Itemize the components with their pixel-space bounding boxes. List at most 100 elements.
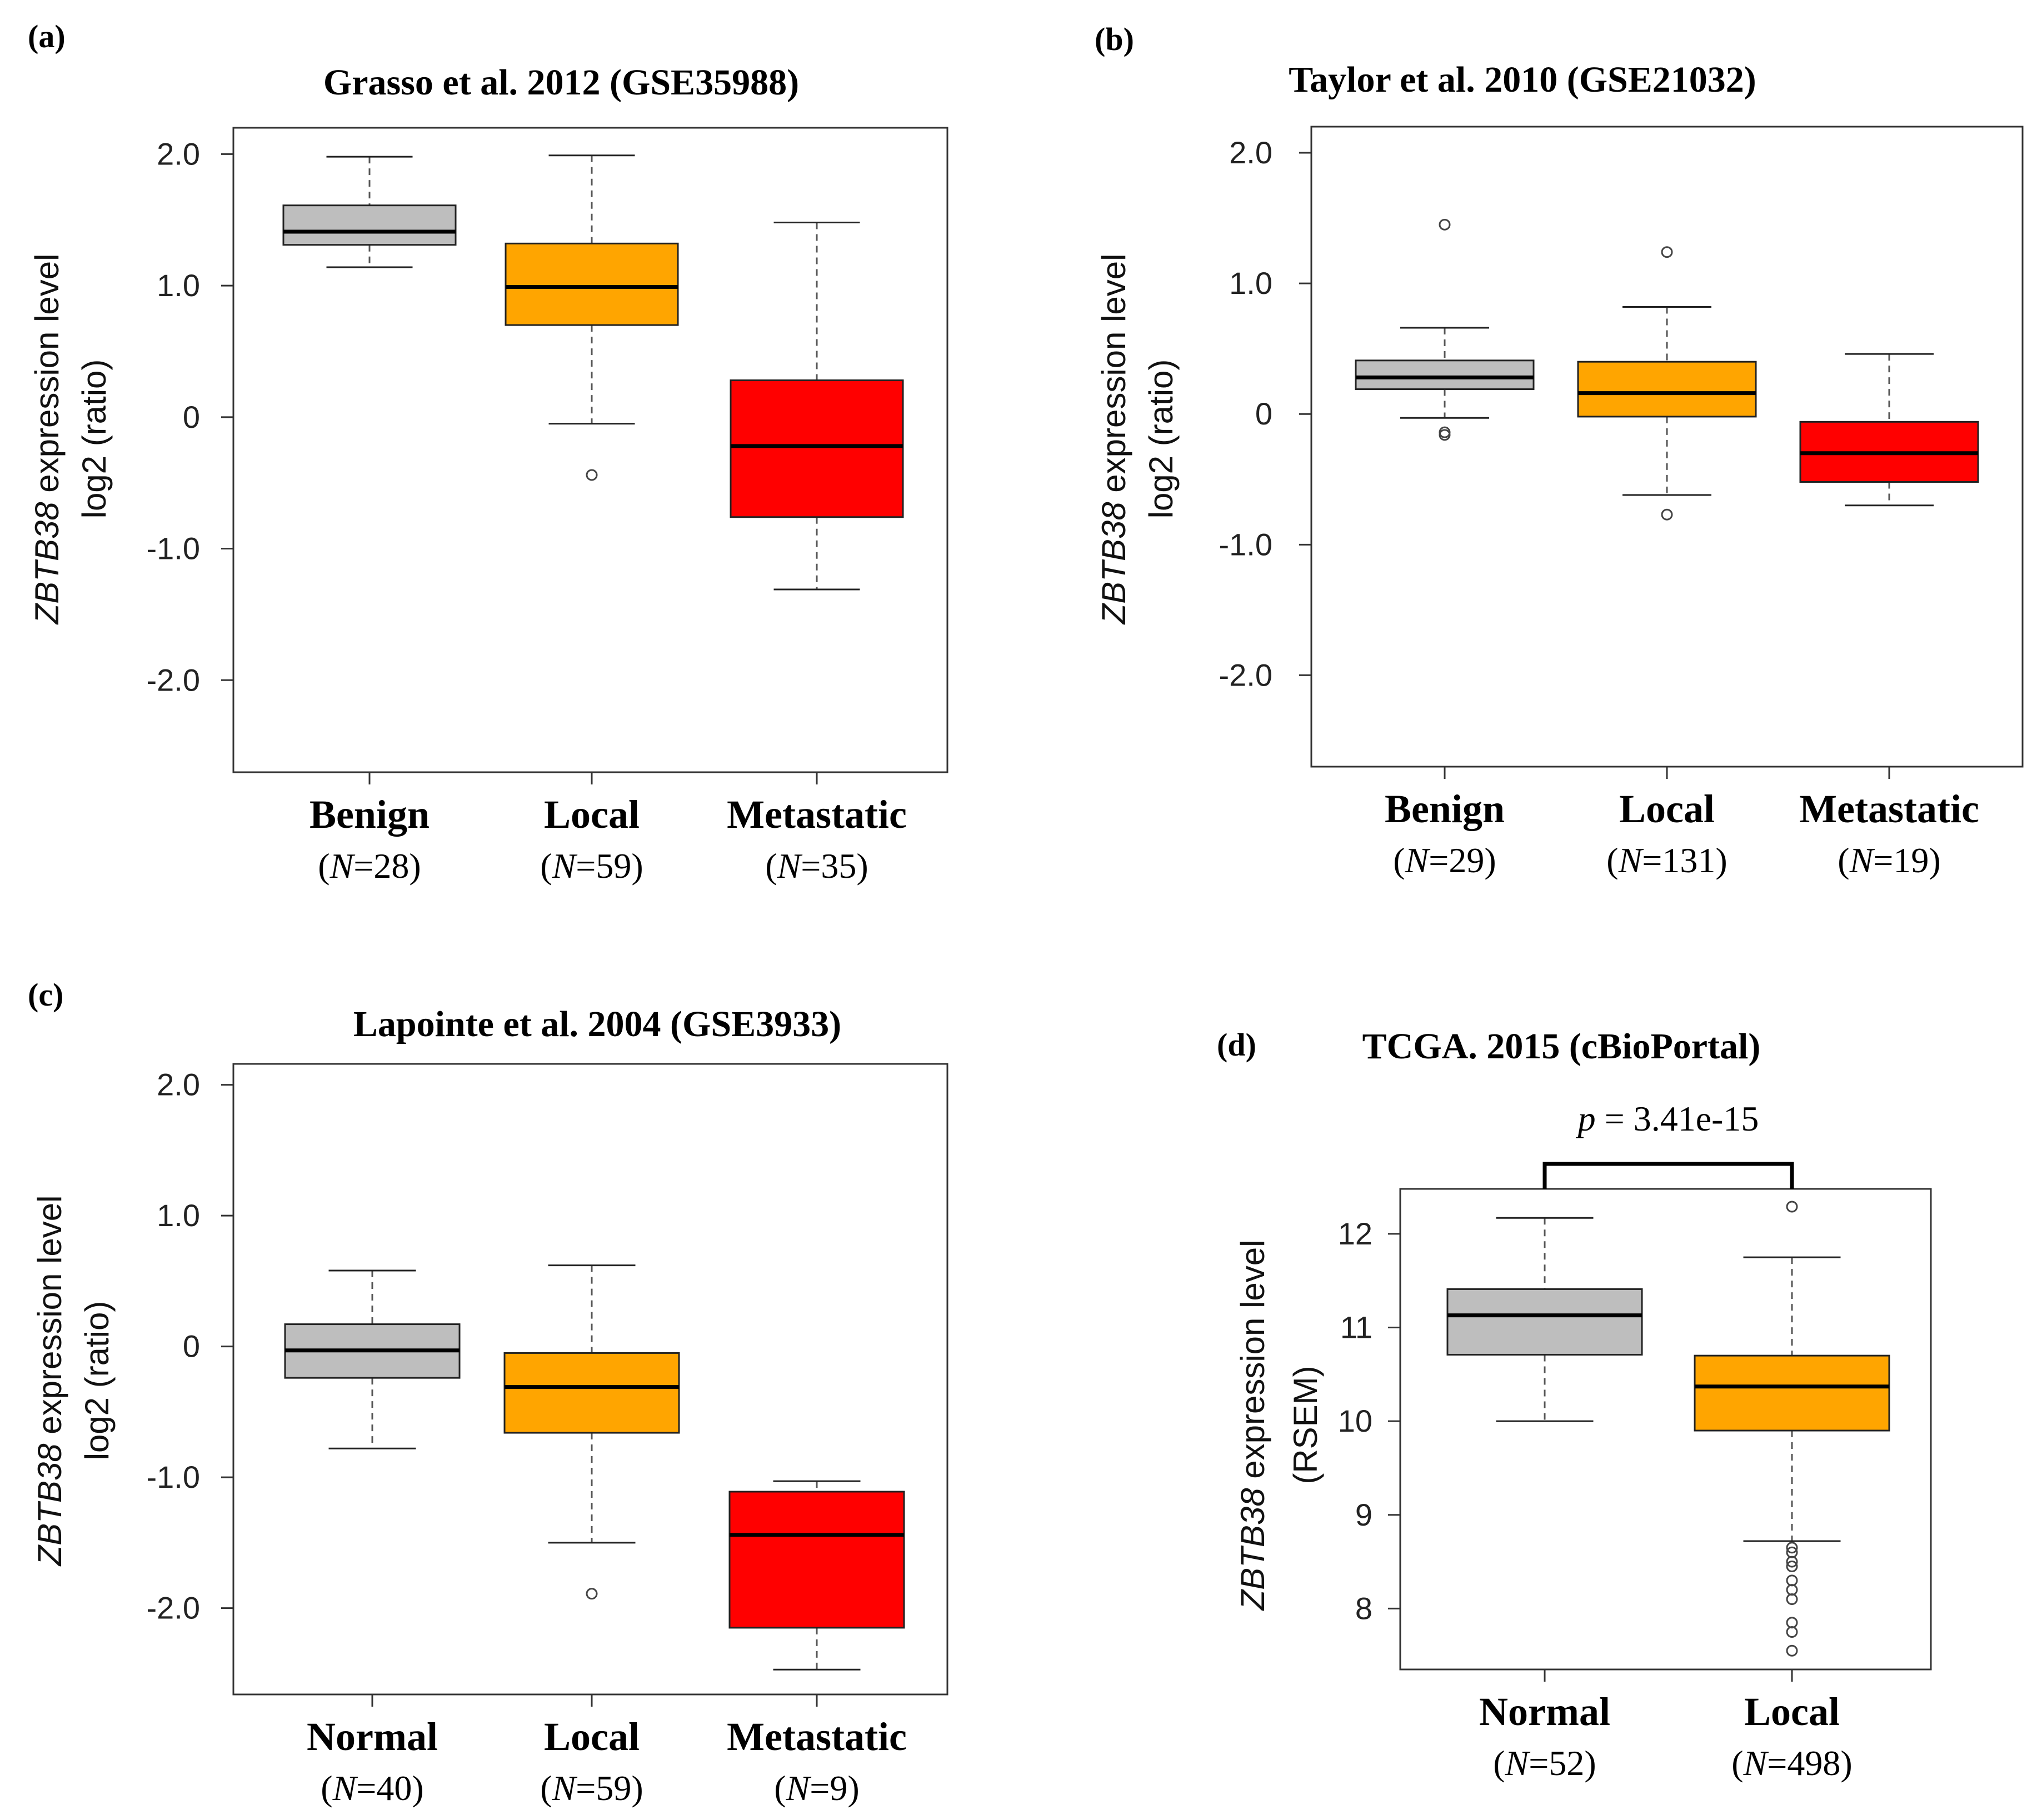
chart-panel-a: (a) Grasso et al. 2012 (GSE35988) 2.0 1.0 0 -… [28, 18, 948, 886]
outlier-point [1661, 246, 1673, 258]
panel-label-c: (c) [28, 977, 63, 1013]
plot-frame-a [232, 127, 948, 773]
box-local [1694, 1354, 1890, 1432]
paren-open: ( [540, 846, 552, 886]
paren-close: ) [1929, 841, 1940, 880]
box-local [1577, 361, 1757, 418]
plot-frame-d [1399, 1188, 1932, 1671]
y-tick-label: -1.0 [147, 1459, 201, 1494]
x-category-label: Normal [1479, 1689, 1610, 1734]
y-tick-label: -2.0 [147, 1591, 201, 1626]
y-axis-sublabel-c: log2 (ratio) [78, 1301, 116, 1461]
box-group-benign: Benign (N=29) [1355, 218, 1535, 880]
y-tick-label: 12 [1338, 1216, 1372, 1251]
outlier-point [1786, 1561, 1798, 1573]
y-axis-space [28, 493, 66, 502]
y-axis-space [1234, 1479, 1271, 1488]
paren-open: ( [321, 1768, 332, 1808]
y-tick-label: 10 [1338, 1403, 1372, 1438]
y-axis-title: ZBTB38 expression level [1095, 254, 1132, 626]
n-value: =19 [1873, 841, 1929, 880]
sample-size-label: (N=59) [540, 846, 643, 886]
paren-close: ) [1715, 841, 1727, 880]
y-axis-measure: expression level [1234, 1240, 1271, 1479]
outlier-point [1786, 1556, 1798, 1568]
paren-close: ) [1840, 1743, 1852, 1783]
box-group-local: Local(N=498) [1694, 1201, 1890, 1783]
y-tick-label: 2.0 [157, 1067, 200, 1102]
chart-title-b: Taylor et al. 2010 (GSE21032) [1289, 59, 1756, 100]
y-tick-label: -1.0 [1219, 527, 1273, 562]
n-symbol: N [786, 1768, 812, 1808]
outlier-point [1786, 1584, 1798, 1596]
sample-size-label: (N=131) [1606, 841, 1727, 880]
box-normal [1446, 1288, 1643, 1356]
chart-title-d: TCGA. 2015 (cBioPortal) [1362, 1026, 1761, 1067]
outlier-point [1786, 1617, 1798, 1629]
y-axis-units: log2 (ratio) [1142, 359, 1180, 519]
y-tick-label: 0 [183, 399, 200, 434]
outlier-point [1439, 218, 1451, 231]
y-axis-measure: expression level [1095, 254, 1132, 493]
y-axis-sublabel-a: log2 (ratio) [76, 359, 113, 519]
box-benign [1355, 359, 1535, 391]
outlier-point [1439, 429, 1451, 441]
panel-label-a: (a) [28, 18, 66, 54]
x-category-label: Normal [307, 1714, 438, 1759]
y-tick-label: -2.0 [147, 662, 201, 697]
paren-open: ( [1731, 1743, 1743, 1783]
box-metastatic [730, 379, 904, 518]
paren-open: ( [1606, 841, 1618, 880]
box-local [505, 242, 679, 326]
y-axis-sublabel-b: log2 (ratio) [1142, 359, 1180, 519]
paren-close: ) [1484, 841, 1496, 880]
sample-size-label: (N=52) [1493, 1743, 1596, 1783]
x-category-label: Metastatic [727, 1714, 907, 1759]
panel-label-d: (d) [1217, 1027, 1256, 1063]
paren-open: ( [765, 846, 777, 886]
paren-open: ( [540, 1768, 552, 1808]
y-axis-gene: ZBTB38 [28, 502, 66, 626]
paren-open: ( [1493, 1743, 1505, 1783]
n-value: =40 [356, 1768, 412, 1808]
paren-open: ( [1393, 841, 1405, 880]
chart-title-a: Grasso et al. 2012 (GSE35988) [323, 62, 799, 103]
y-axis-measure: expression level [28, 254, 66, 493]
y-axis-gene: ZBTB38 [1234, 1488, 1271, 1612]
y-tick-label: 11 [1340, 1310, 1372, 1345]
box-group-local: Local (N=59) [503, 1264, 680, 1808]
box-group-local: Local (N=59) [505, 154, 679, 886]
y-axis-gene: ZBTB38 [31, 1443, 68, 1567]
n-value: =35 [801, 846, 856, 886]
sample-size-label: (N=35) [765, 846, 868, 886]
n-value: =59 [576, 1768, 631, 1808]
box-group-local: Local(N=131) [1577, 246, 1757, 880]
y-axis-gene: ZBTB38 [1095, 502, 1132, 626]
x-category-label: Metastatic [1799, 787, 1979, 831]
y-axis-units: (RSEM) [1287, 1366, 1324, 1484]
y-tick-label: 2.0 [1229, 135, 1272, 170]
chart-panel-c: (c) Lapointe et al. 2004 (GSE3933) 2.0 1.0 0… [28, 977, 948, 1808]
outlier-point [1786, 1201, 1798, 1213]
x-category-label: Local [1744, 1689, 1840, 1734]
box-group-metastatic: Metastatic (N=35) [727, 221, 907, 886]
n-symbol: N [1618, 841, 1644, 880]
p-symbol: p [1576, 1099, 1596, 1138]
x-category-label: Local [544, 792, 640, 837]
x-category-label: Metastatic [727, 792, 907, 837]
sample-size-label: (N=40) [321, 1768, 423, 1808]
n-symbol: N [777, 846, 803, 886]
y-axis-units: log2 (ratio) [76, 359, 113, 519]
outlier-point [586, 1588, 598, 1600]
y-axis-title: ZBTB38 expression level [1234, 1240, 1271, 1612]
y-axis-sublabel-d: (RSEM) [1287, 1366, 1324, 1484]
outlier-point [1786, 1644, 1798, 1657]
y-axis-title: ZBTB38 expression level [31, 1196, 68, 1567]
y-tick-label: 1.0 [1229, 266, 1272, 301]
y-tick-label: -1.0 [147, 531, 201, 566]
y-axis-space [1095, 493, 1132, 502]
sample-size-label: (N=59) [540, 1768, 643, 1808]
y-tick-label: 2.0 [157, 136, 200, 171]
y-tick-label: 1.0 [157, 268, 200, 303]
y-axis-label-b: ZBTB38 expression level [1095, 254, 1132, 626]
